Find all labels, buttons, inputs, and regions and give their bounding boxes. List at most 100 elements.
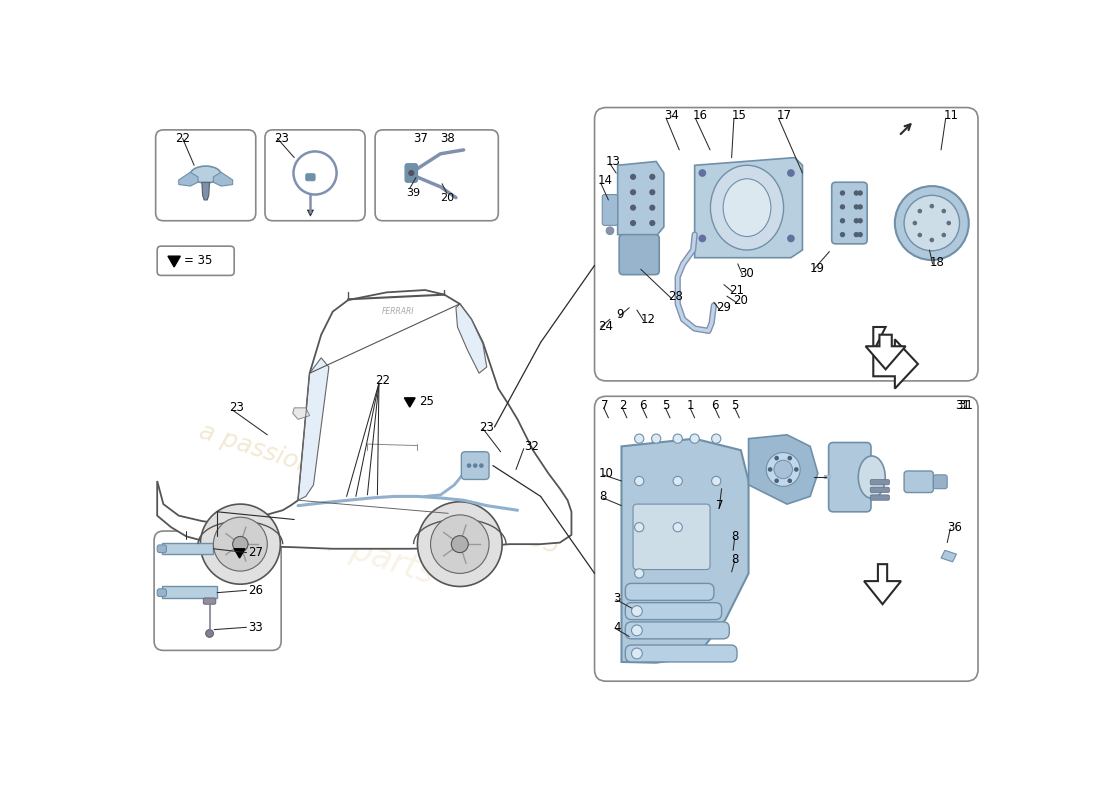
Polygon shape <box>293 408 310 419</box>
Circle shape <box>858 204 862 210</box>
Text: 25: 25 <box>419 395 433 408</box>
Text: 30: 30 <box>739 266 755 280</box>
Circle shape <box>430 515 490 574</box>
Polygon shape <box>621 438 749 662</box>
Circle shape <box>635 522 643 532</box>
Circle shape <box>631 606 642 617</box>
Polygon shape <box>405 398 415 407</box>
Circle shape <box>788 478 792 483</box>
Circle shape <box>635 476 643 486</box>
FancyBboxPatch shape <box>157 246 234 275</box>
Polygon shape <box>234 549 245 558</box>
Text: 32: 32 <box>524 440 539 453</box>
Text: 21: 21 <box>729 283 745 297</box>
Ellipse shape <box>858 456 886 498</box>
Polygon shape <box>157 290 572 549</box>
Circle shape <box>858 232 862 238</box>
Text: a passion for parts since 1985: a passion for parts since 1985 <box>196 419 562 558</box>
Text: 12: 12 <box>640 313 656 326</box>
Circle shape <box>631 586 642 598</box>
Text: 23: 23 <box>229 402 244 414</box>
FancyBboxPatch shape <box>625 583 714 600</box>
Circle shape <box>206 630 213 638</box>
Circle shape <box>635 434 643 443</box>
Text: 1: 1 <box>686 399 694 412</box>
Circle shape <box>630 220 636 226</box>
Circle shape <box>635 569 643 578</box>
FancyBboxPatch shape <box>619 234 659 274</box>
FancyBboxPatch shape <box>625 602 722 619</box>
FancyBboxPatch shape <box>594 107 978 381</box>
Circle shape <box>630 205 636 210</box>
Circle shape <box>630 174 636 180</box>
Circle shape <box>839 204 845 210</box>
Circle shape <box>649 220 656 226</box>
Circle shape <box>794 467 799 472</box>
Text: 6: 6 <box>639 399 647 412</box>
Circle shape <box>767 453 800 486</box>
Text: 7: 7 <box>601 399 608 412</box>
Circle shape <box>473 463 477 468</box>
Text: 31: 31 <box>958 399 972 412</box>
Text: a passion
for parts: a passion for parts <box>285 477 458 594</box>
Circle shape <box>930 204 934 209</box>
Ellipse shape <box>190 166 221 183</box>
Circle shape <box>478 463 484 468</box>
Polygon shape <box>307 210 314 216</box>
Text: 23: 23 <box>274 132 289 145</box>
Circle shape <box>673 476 682 486</box>
Circle shape <box>786 169 794 177</box>
Text: 6: 6 <box>712 399 719 412</box>
Circle shape <box>200 504 280 584</box>
Polygon shape <box>168 256 180 267</box>
FancyBboxPatch shape <box>461 452 490 479</box>
Polygon shape <box>942 550 957 562</box>
Text: 27: 27 <box>249 546 263 559</box>
FancyBboxPatch shape <box>828 442 871 512</box>
Text: 24: 24 <box>597 321 613 334</box>
Circle shape <box>930 238 934 242</box>
Circle shape <box>649 205 656 210</box>
Circle shape <box>858 218 862 223</box>
FancyBboxPatch shape <box>870 487 890 493</box>
Polygon shape <box>865 564 901 604</box>
Ellipse shape <box>711 166 783 250</box>
Circle shape <box>712 476 720 486</box>
FancyBboxPatch shape <box>870 495 890 500</box>
Text: 8: 8 <box>600 490 606 503</box>
Text: 19: 19 <box>810 262 825 275</box>
Circle shape <box>698 234 706 242</box>
Polygon shape <box>162 586 218 598</box>
Text: 9: 9 <box>616 308 624 321</box>
Text: 39: 39 <box>406 188 420 198</box>
Text: 4: 4 <box>613 621 620 634</box>
Text: 31: 31 <box>955 399 970 412</box>
Circle shape <box>839 190 845 196</box>
FancyBboxPatch shape <box>870 479 890 485</box>
Text: 7: 7 <box>716 499 724 512</box>
Circle shape <box>768 467 772 472</box>
FancyBboxPatch shape <box>204 598 216 604</box>
Circle shape <box>788 456 792 461</box>
Circle shape <box>690 434 700 443</box>
Text: 20: 20 <box>440 193 454 202</box>
Circle shape <box>630 189 636 195</box>
Text: = 35: = 35 <box>184 254 212 267</box>
Polygon shape <box>298 358 329 500</box>
FancyBboxPatch shape <box>625 622 729 639</box>
Circle shape <box>895 186 969 260</box>
Circle shape <box>774 460 792 478</box>
Polygon shape <box>455 304 486 373</box>
Text: 17: 17 <box>777 109 791 122</box>
Circle shape <box>858 190 862 196</box>
Circle shape <box>631 625 642 636</box>
Text: 8: 8 <box>732 553 739 566</box>
Circle shape <box>942 209 946 214</box>
Circle shape <box>917 233 922 238</box>
Circle shape <box>451 536 469 553</box>
Polygon shape <box>618 162 664 236</box>
Polygon shape <box>873 327 917 389</box>
FancyBboxPatch shape <box>625 645 737 662</box>
Circle shape <box>649 174 656 180</box>
Circle shape <box>606 227 614 234</box>
